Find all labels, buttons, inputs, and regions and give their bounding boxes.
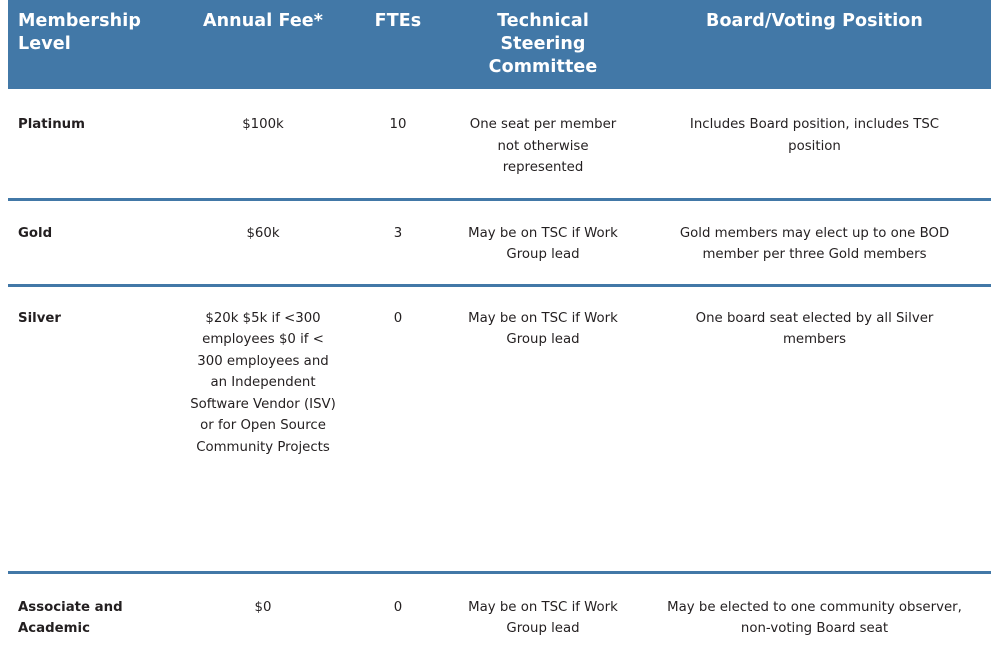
- cell-text: May be on TSC if Work Group lead: [468, 225, 618, 263]
- cell-annual-fee: $0: [178, 572, 348, 654]
- cell-membership-level: Silver: [8, 285, 178, 574]
- column-header-ftes: FTEs: [348, 0, 448, 89]
- column-header-annual-fee: Annual Fee*: [178, 0, 348, 89]
- column-header-board-voting-position: Board/Voting Position: [638, 0, 991, 89]
- cell-ftes: 10: [348, 89, 448, 201]
- cell-board-voting-position: Includes Board position, includes TSC po…: [638, 89, 991, 201]
- cell-annual-fee: $100k: [178, 89, 348, 201]
- cell-ftes: 0: [348, 285, 448, 574]
- cell-technical-steering-committee: May be on TSC if Work Group lead: [448, 285, 638, 574]
- cell-technical-steering-committee: May be on TSC if Work Group lead: [448, 199, 638, 287]
- cell-membership-level: Associate and Academic: [8, 572, 178, 654]
- cell-text: May be on TSC if Work Group lead: [468, 310, 618, 348]
- cell-text: Gold members may elect up to one BOD mem…: [679, 225, 950, 263]
- cell-membership-level: Platinum: [8, 89, 178, 201]
- cell-ftes: 0: [348, 572, 448, 654]
- table-row: Silver $20k $5k if <300 employees $0 if …: [8, 285, 991, 574]
- table-row: Platinum $100k 10 One seat per member no…: [8, 89, 991, 201]
- cell-board-voting-position: Gold members may elect up to one BOD mem…: [638, 199, 991, 287]
- cell-text: $100k: [242, 117, 284, 132]
- table-row: Gold $60k 3 May be on TSC if Work Group …: [8, 199, 991, 287]
- cell-annual-fee: $20k $5k if <300 employees $0 if < 300 e…: [178, 285, 348, 574]
- column-header-membership-level: Membership Level: [8, 0, 178, 89]
- table-row: Associate and Academic $0 0 May be on TS…: [8, 572, 991, 654]
- cell-text: One seat per member not otherwise repres…: [469, 117, 617, 176]
- cell-text: $0: [254, 599, 272, 615]
- cell-text: May be elected to one community observer…: [667, 599, 962, 637]
- table-header: Membership Level Annual Fee* FTEs Techni…: [8, 0, 991, 89]
- membership-levels-table: Membership Level Annual Fee* FTEs Techni…: [8, 0, 991, 654]
- cell-text: Includes Board position, includes TSC po…: [689, 117, 940, 154]
- cell-text: May be on TSC if Work Group lead: [468, 599, 618, 637]
- cell-text: $60k: [246, 225, 280, 241]
- cell-text: $20k $5k if <300 employees $0 if < 300 e…: [190, 310, 336, 455]
- cell-board-voting-position: May be elected to one community observer…: [638, 572, 991, 654]
- cell-text: One board seat elected by all Silver mem…: [695, 310, 934, 348]
- table-header-row: Membership Level Annual Fee* FTEs Techni…: [8, 0, 991, 89]
- cell-technical-steering-committee: One seat per member not otherwise repres…: [448, 89, 638, 201]
- cell-membership-level: Gold: [8, 199, 178, 287]
- cell-ftes: 3: [348, 199, 448, 287]
- cell-board-voting-position: One board seat elected by all Silver mem…: [638, 285, 991, 574]
- cell-annual-fee: $60k: [178, 199, 348, 287]
- cell-technical-steering-committee: May be on TSC if Work Group lead: [448, 572, 638, 654]
- column-header-technical-steering-committee: Technical Steering Committee: [448, 0, 638, 89]
- table-body: Platinum $100k 10 One seat per member no…: [8, 89, 991, 654]
